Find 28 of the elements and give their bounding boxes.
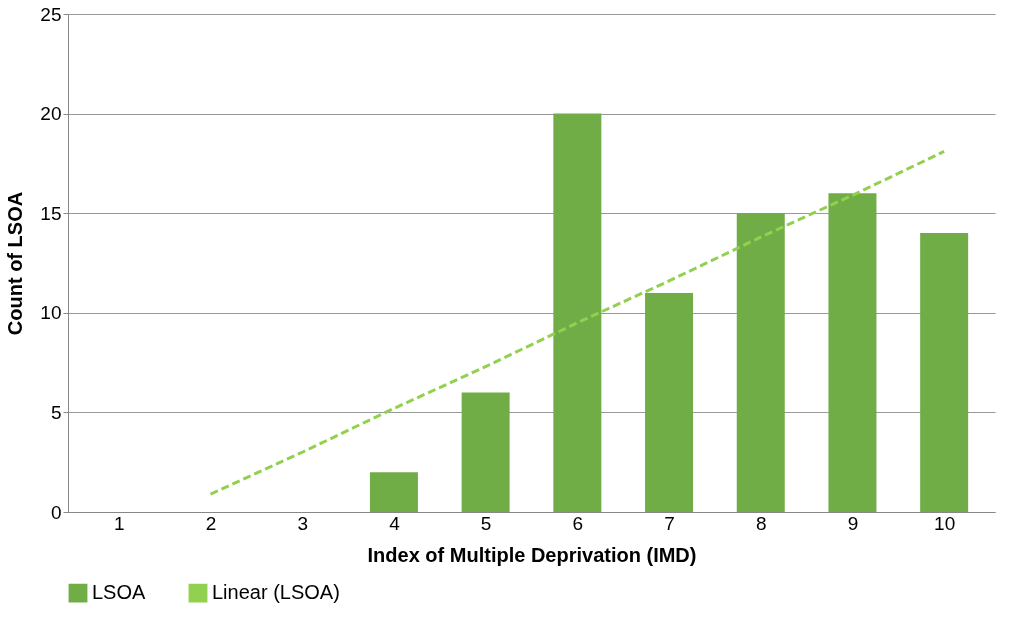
y-axis-title: Count of LSOA [4,191,27,336]
legend-label: Linear (LSOA) [212,581,340,604]
bar [645,292,694,512]
x-tick-label: 1 [114,512,125,534]
bar [736,213,785,512]
x-tick-label: 5 [480,512,492,534]
bar [461,392,510,512]
y-tick-label: 10 [40,302,62,324]
y-tick-label: 20 [40,103,62,125]
bar [553,113,602,512]
x-tick-label: 2 [205,512,217,534]
y-tick-label: 25 [40,3,62,25]
y-tick-label: 0 [50,501,62,523]
bar [920,233,969,512]
line-series [209,149,946,496]
x-tick-label: 7 [664,512,675,534]
bar [369,472,418,512]
y-tick-label: 5 [50,401,62,423]
x-axis-title: Index of Multiple Deprivation (IMD) [367,543,697,566]
x-tick-label: 9 [847,512,859,534]
x-tick-label: 3 [297,512,309,534]
bar [828,193,877,512]
x-tick-label: 4 [389,512,401,534]
legend-label: LSOA [92,581,147,604]
x-tick-label: 10 [934,512,956,534]
x-tick-label: 6 [572,512,584,534]
x-tick-label: 8 [755,512,767,534]
y-tick-label: 15 [40,202,62,224]
